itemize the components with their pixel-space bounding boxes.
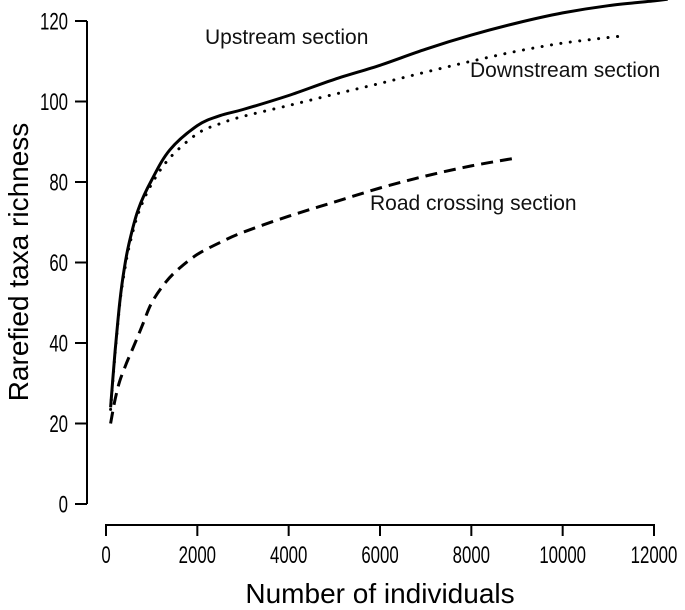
series-label-downstream: Downstream section	[470, 59, 661, 82]
series-line-downstream-section	[109, 34, 622, 411]
y-tick-label: 20	[49, 411, 68, 438]
x-tick-label: 2000	[179, 542, 216, 569]
y-axis-title: Rarefied taxa richness	[3, 122, 34, 402]
x-tick-label: 12000	[631, 542, 678, 569]
x-tick-label: 6000	[361, 542, 398, 569]
x-axis-title: Number of individuals	[245, 578, 515, 609]
x-tick-label: 8000	[453, 542, 490, 569]
y-tick-label: 100	[40, 89, 68, 116]
y-tick-label: 80	[49, 170, 68, 197]
x-tick-label: 0	[101, 542, 110, 569]
y-tick-label: 120	[40, 9, 68, 36]
y-tick-label: 40	[49, 331, 68, 358]
series-label-upstream: Upstream section	[205, 26, 369, 49]
x-tick-label: 4000	[270, 542, 307, 569]
series-line-upstream-section	[109, 0, 668, 408]
y-tick-label: 60	[49, 250, 68, 277]
series-line-road-crossing-section	[109, 156, 518, 424]
y-tick-label: 0	[59, 492, 68, 519]
series-label-road-crossing: Road crossing section	[370, 192, 577, 215]
x-tick-label: 10000	[539, 542, 586, 569]
